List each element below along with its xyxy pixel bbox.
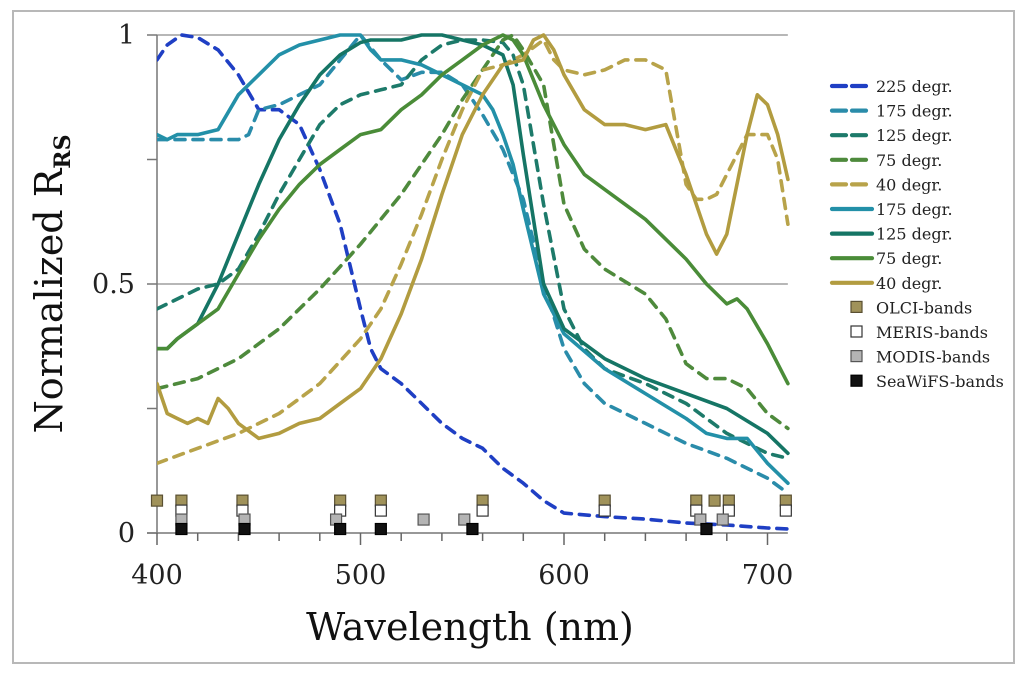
x-tick-label: 400 bbox=[131, 560, 183, 591]
legend-label: OLCI-bands bbox=[876, 298, 972, 317]
legend-label: MERIS-bands bbox=[876, 323, 988, 342]
marker-meris-bands bbox=[374, 504, 387, 517]
marker-meris-bands bbox=[779, 504, 792, 517]
series-line-125-degr-dashed bbox=[157, 38, 790, 461]
marker-modis-bands bbox=[417, 513, 430, 526]
y-axis-label: Normalized RRS bbox=[27, 135, 76, 434]
legend-marker-swatch bbox=[850, 350, 863, 363]
legend-label: 175 degr. bbox=[876, 200, 953, 219]
x-tick-label: 700 bbox=[742, 560, 794, 591]
legend-label: 125 degr. bbox=[876, 126, 953, 145]
band-markers bbox=[150, 494, 792, 536]
legend-marker-swatch bbox=[850, 374, 863, 387]
marker-seawifs-bands bbox=[238, 522, 251, 536]
x-tick-label: 600 bbox=[538, 560, 590, 591]
legend-marker-swatch bbox=[850, 300, 863, 313]
marker-seawifs-bands bbox=[175, 522, 188, 536]
legend-marker-swatch bbox=[850, 325, 863, 338]
legend-label: 125 degr. bbox=[876, 225, 953, 244]
legend-label: 175 degr. bbox=[876, 102, 953, 121]
marker-olci-bands bbox=[476, 494, 489, 507]
marker-seawifs-bands bbox=[700, 522, 713, 536]
tick-labels: 400 500 600 700 0 0.5 1 bbox=[92, 20, 793, 591]
series-line-40-degr-dashed bbox=[157, 38, 790, 466]
marker-seawifs-bands bbox=[374, 522, 387, 536]
legend-label: SeaWiFS-bands bbox=[876, 372, 1004, 391]
y-axis-label-main: Normalized R bbox=[27, 167, 71, 433]
marker-seawifs-bands bbox=[334, 522, 347, 536]
marker-olci-bands bbox=[236, 494, 249, 507]
legend-label: 75 degr. bbox=[876, 151, 942, 170]
marker-olci-bands bbox=[708, 494, 721, 507]
legend-label: 75 degr. bbox=[876, 249, 942, 268]
x-tick-label: 500 bbox=[335, 560, 387, 591]
axes bbox=[147, 34, 788, 545]
marker-olci-bands bbox=[722, 494, 735, 507]
marker-modis-bands bbox=[458, 513, 471, 526]
grid-lines bbox=[157, 34, 788, 285]
x-axis-label: Wavelength (nm) bbox=[306, 605, 634, 649]
legend-label: 40 degr. bbox=[876, 175, 942, 194]
marker-modis-bands bbox=[694, 513, 707, 526]
series-line-40-degr-solid bbox=[157, 33, 790, 441]
series-line-125-degr-solid bbox=[157, 33, 790, 456]
legend-label: 225 degr. bbox=[876, 77, 953, 96]
marker-meris-bands bbox=[598, 504, 611, 517]
y-axis-label-subscript: RS bbox=[50, 135, 76, 169]
series-line-75-degr-solid bbox=[157, 33, 790, 386]
y-tick-label: 0 bbox=[118, 518, 135, 549]
marker-olci-bands bbox=[175, 494, 188, 507]
legend-label: 40 degr. bbox=[876, 274, 942, 293]
marker-olci-bands bbox=[598, 494, 611, 507]
legend-label: MODIS-bands bbox=[876, 348, 990, 367]
marker-olci-bands bbox=[779, 494, 792, 507]
series-line-225-degr-dashed bbox=[157, 33, 790, 531]
y-tick-label: 0.5 bbox=[92, 269, 135, 300]
marker-seawifs-bands bbox=[466, 522, 479, 536]
marker-olci-bands bbox=[334, 494, 347, 507]
series-lines bbox=[157, 33, 790, 531]
marker-modis-bands bbox=[716, 513, 729, 526]
marker-olci-bands bbox=[374, 494, 387, 507]
y-tick-label: 1 bbox=[118, 20, 135, 51]
marker-meris-bands bbox=[722, 504, 735, 517]
marker-meris-bands bbox=[476, 504, 489, 517]
marker-olci-bands bbox=[690, 494, 703, 507]
legend: 225 degr. 175 degr. 125 degr. 75 degr. 40 de… bbox=[829, 77, 1004, 391]
series-line-75-degr-dashed bbox=[157, 33, 790, 431]
series-line-175-degr-dashed bbox=[157, 33, 790, 496]
marker-olci-bands bbox=[150, 494, 164, 507]
